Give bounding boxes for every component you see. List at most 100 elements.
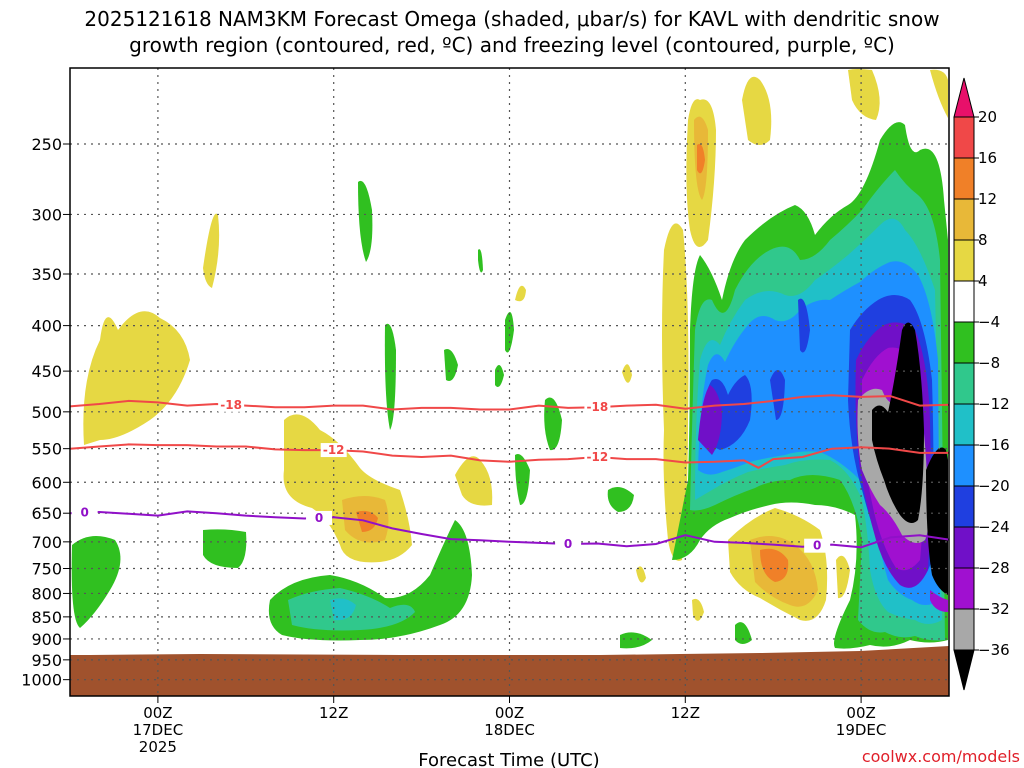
x-tick-label: 12Z bbox=[319, 704, 348, 722]
y-tick-label: 700 bbox=[31, 533, 62, 552]
omega-patch bbox=[330, 598, 356, 621]
contours: -18 -18 -12 -12 0 0 0 0 bbox=[69, 394, 950, 553]
y-tick-label: 900 bbox=[31, 630, 62, 649]
omega-patch bbox=[203, 213, 220, 288]
y-tick-label: 1000 bbox=[21, 671, 62, 690]
omega-patch bbox=[662, 223, 689, 561]
omega-patch bbox=[930, 69, 948, 118]
y-tick-label: 450 bbox=[31, 362, 62, 381]
plot-area: -18 -18 -12 -12 0 0 0 0 bbox=[69, 67, 950, 697]
contour-label: -12 bbox=[323, 443, 345, 457]
contour-label-bg bbox=[804, 538, 831, 553]
y-tick-label: 350 bbox=[31, 265, 62, 284]
contour-label: -18 bbox=[220, 398, 242, 412]
colorbar-label: −24 bbox=[978, 518, 1010, 536]
omega-patch bbox=[83, 311, 190, 445]
contour-label-bg bbox=[320, 443, 347, 458]
x-tick-label: 2025 bbox=[139, 738, 177, 756]
x-tick-label: 12Z bbox=[671, 704, 700, 722]
omega-patch bbox=[478, 249, 483, 273]
colorbar-label: −32 bbox=[978, 600, 1010, 618]
y-tick-label: 400 bbox=[31, 317, 62, 336]
colorbar-label: −28 bbox=[978, 559, 1010, 577]
colorbar-label: 8 bbox=[978, 231, 988, 249]
colorbar-bin bbox=[953, 403, 975, 446]
colorbar-label: −4 bbox=[978, 313, 1000, 331]
contour-line bbox=[69, 510, 950, 549]
contour-label-bg bbox=[584, 449, 611, 464]
y-tick-label: 650 bbox=[31, 504, 62, 523]
omega-patch bbox=[926, 447, 948, 595]
omega-patch bbox=[872, 322, 924, 524]
omega-patch bbox=[697, 144, 705, 174]
contour-label: -18 bbox=[587, 400, 609, 414]
colorbar-bin bbox=[953, 485, 975, 528]
y-tick-label: 750 bbox=[31, 560, 62, 579]
y-tick-label: 250 bbox=[31, 135, 62, 154]
x-tick-label: 00Z bbox=[495, 704, 524, 722]
colorbar-label: 12 bbox=[978, 190, 997, 208]
omega-patch bbox=[636, 566, 646, 583]
colorbar-bin bbox=[953, 116, 975, 159]
contour-line bbox=[69, 394, 950, 411]
chart-title-line1: 2025121618 NAM3KM Forecast Omega (shaded… bbox=[84, 7, 939, 31]
x-tick-label: 00Z bbox=[846, 704, 875, 722]
colorbar-bin bbox=[953, 526, 975, 569]
omega-patch bbox=[358, 180, 373, 262]
x-tick-label: 19DEC bbox=[836, 721, 887, 739]
colorbar-label: 20 bbox=[978, 108, 997, 126]
contour-label: 0 bbox=[315, 511, 323, 525]
colorbar-label: −8 bbox=[978, 354, 1000, 372]
omega-shading bbox=[71, 69, 948, 649]
colorbar-label: −36 bbox=[978, 641, 1010, 659]
contour-label: 0 bbox=[564, 537, 572, 551]
colorbar-bin bbox=[953, 567, 975, 610]
omega-patch bbox=[620, 632, 652, 649]
y-tick-label: 550 bbox=[31, 440, 62, 459]
omega-patch bbox=[515, 285, 526, 302]
colorbar-bin bbox=[953, 321, 975, 364]
colorbar-bottom-arrow bbox=[953, 649, 975, 691]
omega-patch bbox=[505, 312, 514, 353]
omega-patch bbox=[544, 397, 562, 451]
colorbar-label: 16 bbox=[978, 149, 997, 167]
colorbar-bin bbox=[953, 280, 975, 323]
omega-patch bbox=[692, 598, 704, 621]
omega-patch bbox=[798, 298, 810, 353]
contour-label: -12 bbox=[587, 450, 609, 464]
y-tick-label: 500 bbox=[31, 403, 62, 422]
colorbar-label: −20 bbox=[978, 477, 1010, 495]
x-tick-label: 18DEC bbox=[484, 721, 535, 739]
colorbar-bin bbox=[953, 362, 975, 405]
colorbar: 20 16 12 8 4 −4 −8 −12 −16 −20 −24 −28 −32 −36 bbox=[953, 77, 1010, 691]
y-tick-label: 600 bbox=[31, 473, 62, 492]
colorbar-label: −12 bbox=[978, 395, 1010, 413]
contour-label-bg bbox=[306, 510, 333, 525]
contour-line bbox=[69, 443, 949, 469]
chart-title-line2: growth region (contoured, red, ºC) and f… bbox=[129, 33, 895, 57]
colorbar-bin bbox=[953, 198, 975, 241]
omega-patch bbox=[698, 385, 722, 455]
contour-label: 0 bbox=[80, 506, 88, 520]
omega-patch bbox=[742, 76, 772, 145]
y-tick-label: 950 bbox=[31, 651, 62, 670]
colorbar-bin bbox=[953, 157, 975, 200]
x-axis-label: Forecast Time (UTC) bbox=[418, 750, 599, 768]
omega-patch bbox=[848, 69, 880, 120]
omega-patch bbox=[770, 370, 785, 420]
omega-patch bbox=[760, 548, 789, 582]
y-tick-label: 800 bbox=[31, 584, 62, 603]
omega-patch bbox=[71, 536, 121, 628]
omega-patch bbox=[515, 454, 530, 505]
colorbar-label: −16 bbox=[978, 436, 1010, 454]
colorbar-bin bbox=[953, 444, 975, 487]
omega-patch bbox=[735, 622, 752, 644]
x-tick-label: 17DEC bbox=[133, 721, 184, 739]
omega-patch bbox=[384, 323, 396, 430]
colorbar-top-arrow bbox=[953, 77, 975, 118]
y-axis: 250 300 350 400 450 500 550 600 650 700 750 800 850 9… bbox=[21, 135, 70, 690]
y-tick-label: 300 bbox=[31, 205, 62, 224]
colorbar-label: 4 bbox=[978, 272, 988, 290]
